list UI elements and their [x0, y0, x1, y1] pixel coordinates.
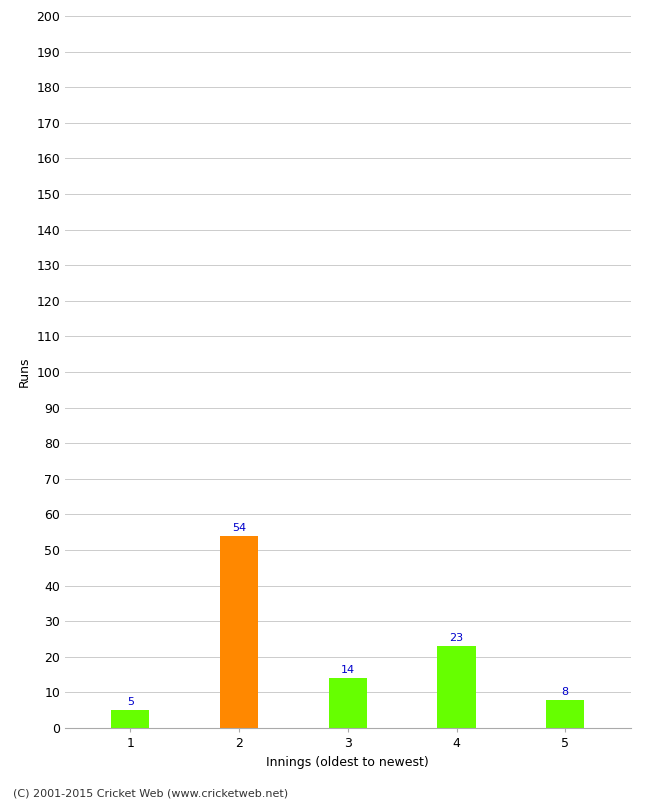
Bar — [546, 699, 584, 728]
Text: 14: 14 — [341, 666, 355, 675]
Y-axis label: Runs: Runs — [18, 357, 31, 387]
X-axis label: Innings (oldest to newest): Innings (oldest to newest) — [266, 755, 429, 769]
Text: (C) 2001-2015 Cricket Web (www.cricketweb.net): (C) 2001-2015 Cricket Web (www.cricketwe… — [13, 788, 288, 798]
Text: 54: 54 — [232, 523, 246, 533]
Text: 8: 8 — [562, 686, 569, 697]
Bar — [111, 710, 150, 728]
Bar — [329, 678, 367, 728]
Bar — [437, 646, 476, 728]
Text: 23: 23 — [449, 634, 463, 643]
Text: 5: 5 — [127, 698, 134, 707]
Bar — [220, 536, 258, 728]
